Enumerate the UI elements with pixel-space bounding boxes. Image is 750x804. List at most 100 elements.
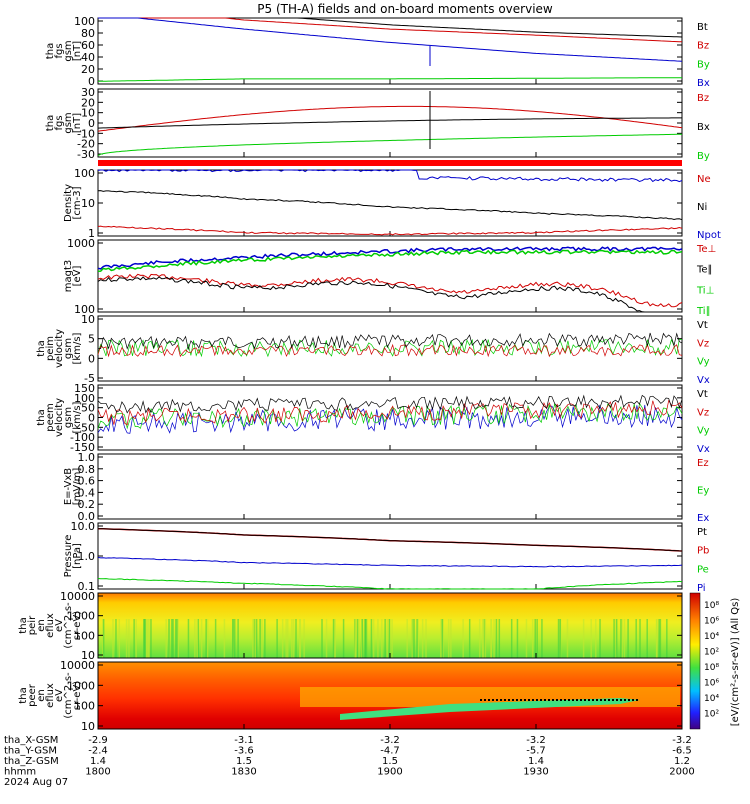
colorbar-tick-label: 10⁸ — [704, 601, 719, 611]
spectrogram-streak — [490, 619, 492, 658]
spectrogram-streak — [384, 619, 386, 658]
y-tick-label: -30 — [77, 148, 95, 161]
y-tick-label: 20 — [81, 96, 95, 109]
spectrogram-streak — [291, 619, 293, 658]
y-label-line: peir — [27, 615, 38, 635]
legend-Ti∥: Ti∥ — [696, 306, 711, 317]
spectrogram-streak — [102, 619, 105, 658]
legend-Te⊥: Te⊥ — [696, 244, 716, 255]
legend-Vt: Vt — [697, 389, 708, 400]
legend-Pi: Pi — [697, 583, 706, 594]
y-tick-label: 0.4 — [78, 486, 96, 499]
y-tick-label: 50 — [81, 402, 95, 415]
y-label-line: E=-VxB — [63, 468, 74, 505]
y-tick-label: 1.0 — [78, 451, 96, 464]
y-label-line: tha — [18, 687, 29, 703]
y-label-line: [nT] — [72, 113, 83, 133]
y-label-line: [km/s] — [72, 401, 83, 433]
legend-Vt: Vt — [697, 320, 708, 331]
spectrogram-streak — [559, 619, 561, 658]
spectrogram-streak — [627, 619, 629, 658]
spectrogram-streak — [281, 619, 284, 658]
spectrogram-streak — [377, 619, 379, 658]
spectrogram-streak — [135, 619, 137, 658]
colorbar-tick-label: 10⁴ — [704, 694, 719, 704]
spectrogram-streak — [582, 619, 585, 658]
spectrogram-streak — [462, 619, 464, 658]
y-tick-label: -5 — [84, 372, 95, 385]
y-tick-label: 1.0 — [78, 550, 96, 563]
y-tick-label: 1000 — [67, 610, 95, 623]
series-Vz-peem — [97, 399, 683, 426]
series-Vx-peem — [97, 404, 683, 434]
spectrogram-streak — [172, 619, 174, 658]
spectrogram-streak — [635, 619, 637, 658]
y-label-line: velocity — [54, 329, 65, 368]
y-tick-label: 100 — [74, 392, 95, 405]
colorbar — [689, 592, 701, 730]
spectrogram-streak — [441, 619, 444, 658]
spectrogram-streak — [599, 619, 601, 658]
ephemeris-value: -2.9 — [88, 735, 108, 746]
spectrogram-streak — [450, 619, 452, 658]
series-Pi — [97, 578, 683, 590]
spectrogram-streak — [365, 619, 368, 658]
spectrogram-streak — [621, 619, 623, 658]
spectrogram-streak — [590, 619, 592, 658]
panel-peir_spec: 10000100010010thapeirenefluxeV(cm^2-s-sr… — [18, 590, 683, 662]
spectrogram-streak — [468, 619, 471, 658]
spectrogram-streak — [358, 619, 360, 658]
spectrogram-streak — [259, 619, 261, 658]
spectrogram-streak — [406, 619, 408, 658]
y-tick-label: 150 — [74, 382, 95, 395]
spectrogram-streak — [639, 619, 641, 658]
spectrogram-streak — [411, 619, 414, 658]
y-label-line: en — [36, 689, 47, 702]
ephemeris-label: hhmm — [4, 767, 36, 778]
y-tick-label: 0.2 — [78, 498, 96, 511]
ephemeris-value: -2.4 — [88, 746, 108, 757]
y-tick-label: -150 — [70, 441, 95, 454]
panel-frame — [97, 17, 683, 85]
y-label-line: Density — [63, 184, 74, 222]
y-tick-label: 80 — [81, 27, 95, 40]
spectrogram-streak — [254, 619, 256, 658]
spectrogram-streak — [165, 619, 167, 658]
ephemeris-value: 1.5 — [382, 756, 398, 767]
spectrogram-streak — [536, 619, 538, 658]
series-Vy-peem — [97, 402, 683, 430]
spectrogram-streak — [175, 619, 177, 658]
spectrogram-streak — [125, 619, 128, 658]
ephemeris-value: 2000 — [669, 767, 694, 778]
spectrogram-streak — [361, 619, 364, 658]
series-Ti-perp — [97, 246, 683, 270]
ephemeris-value: 1.4 — [90, 756, 106, 767]
y-label-line: eV — [54, 689, 65, 702]
legend-Ne: Ne — [697, 174, 711, 185]
y-label-line: sr-eV) — [72, 611, 83, 640]
spectrogram-streak — [425, 619, 427, 658]
y-tick-label: 0 — [88, 412, 95, 425]
series-Bz-comp — [97, 105, 683, 132]
spectrogram-streak — [102, 619, 104, 658]
y-tick-label: 0.1 — [78, 580, 96, 593]
spectrogram-streak — [595, 619, 597, 658]
y-tick-label: 10 — [81, 313, 95, 326]
series-Pt — [97, 528, 683, 552]
panel-frame — [97, 239, 683, 313]
y-label-line: peer — [27, 683, 38, 707]
spectrogram-streak — [510, 619, 513, 658]
y-tick-label: 0 — [88, 352, 95, 365]
y-tick-label: 0 — [88, 117, 95, 130]
y-tick-label: 0.0 — [78, 510, 96, 523]
spectrogram-streak — [233, 619, 236, 658]
y-tick-label: 40 — [81, 51, 95, 64]
spectrogram-streak — [214, 619, 217, 658]
spectrogram-streak — [144, 619, 147, 658]
y-label-line: [nT] — [72, 41, 83, 61]
ephemeris-value: -3.6 — [234, 746, 254, 757]
y-tick-label: 30 — [81, 86, 95, 99]
